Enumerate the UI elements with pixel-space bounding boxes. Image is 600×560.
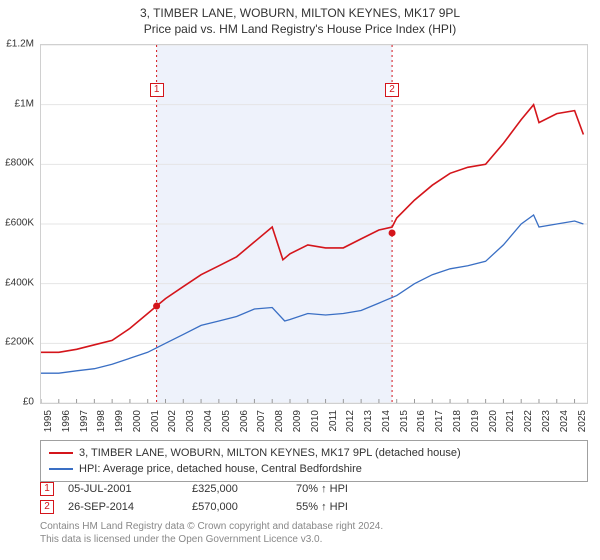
x-tick-label: 2021 — [505, 410, 516, 432]
x-tick-label: 2000 — [132, 410, 143, 432]
sale-marker-1: 1 — [40, 482, 54, 496]
x-tick-label: 2005 — [221, 410, 232, 432]
chart-sale-marker: 2 — [385, 83, 399, 97]
x-tick-label: 1998 — [96, 410, 107, 432]
y-axis-labels: £0£200K£400K£600K£800K£1M£1.2M — [0, 44, 38, 404]
x-tick-label: 2023 — [541, 410, 552, 432]
x-tick-label: 2012 — [345, 410, 356, 432]
x-tick-label: 1999 — [114, 410, 125, 432]
legend-row-property: 3, TIMBER LANE, WOBURN, MILTON KEYNES, M… — [49, 445, 579, 461]
sale-date: 05-JUL-2001 — [68, 480, 178, 498]
sale-hpi: 55% ↑ HPI — [296, 498, 386, 516]
x-tick-label: 2020 — [488, 410, 499, 432]
sale-price: £325,000 — [192, 480, 282, 498]
chart-svg — [41, 45, 587, 403]
x-tick-label: 2001 — [150, 410, 161, 432]
x-tick-label: 1996 — [61, 410, 72, 432]
sale-price: £570,000 — [192, 498, 282, 516]
footnote-line2: This data is licensed under the Open Gov… — [40, 533, 588, 546]
legend-label-property: 3, TIMBER LANE, WOBURN, MILTON KEYNES, M… — [79, 445, 461, 461]
x-tick-label: 2016 — [416, 410, 427, 432]
x-tick-label: 2018 — [452, 410, 463, 432]
sales-row: 1 05-JUL-2001 £325,000 70% ↑ HPI — [40, 480, 588, 498]
legend-label-hpi: HPI: Average price, detached house, Cent… — [79, 461, 362, 477]
x-tick-label: 1997 — [79, 410, 90, 432]
x-tick-label: 1995 — [43, 410, 54, 432]
sale-hpi: 70% ↑ HPI — [296, 480, 386, 498]
x-tick-label: 2010 — [310, 410, 321, 432]
page-title: 3, TIMBER LANE, WOBURN, MILTON KEYNES, M… — [0, 6, 600, 20]
sale-marker-2: 2 — [40, 500, 54, 514]
x-tick-label: 2017 — [434, 410, 445, 432]
x-tick-label: 2004 — [203, 410, 214, 432]
x-tick-label: 2014 — [381, 410, 392, 432]
x-tick-label: 2003 — [185, 410, 196, 432]
legend-row-hpi: HPI: Average price, detached house, Cent… — [49, 461, 579, 477]
sales-row: 2 26-SEP-2014 £570,000 55% ↑ HPI — [40, 498, 588, 516]
y-tick-label: £0 — [23, 397, 34, 408]
y-tick-label: £400K — [5, 277, 34, 288]
footnote-line1: Contains HM Land Registry data © Crown c… — [40, 520, 588, 533]
y-tick-label: £800K — [5, 158, 34, 169]
x-tick-label: 2015 — [399, 410, 410, 432]
legend-swatch-property — [49, 452, 73, 454]
x-tick-label: 2022 — [523, 410, 534, 432]
x-tick-label: 2011 — [328, 410, 339, 432]
chart-plot-area: 12 — [40, 44, 588, 404]
x-tick-label: 2002 — [167, 410, 178, 432]
x-tick-label: 2013 — [363, 410, 374, 432]
x-tick-label: 2006 — [239, 410, 250, 432]
y-tick-label: £600K — [5, 218, 34, 229]
sales-table: 1 05-JUL-2001 £325,000 70% ↑ HPI 2 26-SE… — [40, 480, 588, 516]
y-tick-label: £200K — [5, 337, 34, 348]
footnote: Contains HM Land Registry data © Crown c… — [40, 520, 588, 546]
x-tick-label: 2008 — [274, 410, 285, 432]
x-tick-label: 2024 — [559, 410, 570, 432]
x-tick-label: 2025 — [577, 410, 588, 432]
legend: 3, TIMBER LANE, WOBURN, MILTON KEYNES, M… — [40, 440, 588, 482]
x-axis-labels: 1995 1996 1997 1998 1999 2000 2001 2002 2003 2004… — [40, 406, 588, 436]
legend-swatch-hpi — [49, 468, 73, 470]
y-tick-label: £1M — [15, 98, 34, 109]
chart-sale-marker: 1 — [150, 83, 164, 97]
x-tick-label: 2019 — [470, 410, 481, 432]
x-tick-label: 2009 — [292, 410, 303, 432]
page-subtitle: Price paid vs. HM Land Registry's House … — [0, 22, 600, 36]
y-tick-label: £1.2M — [6, 39, 34, 50]
sale-date: 26-SEP-2014 — [68, 498, 178, 516]
x-tick-label: 2007 — [256, 410, 267, 432]
